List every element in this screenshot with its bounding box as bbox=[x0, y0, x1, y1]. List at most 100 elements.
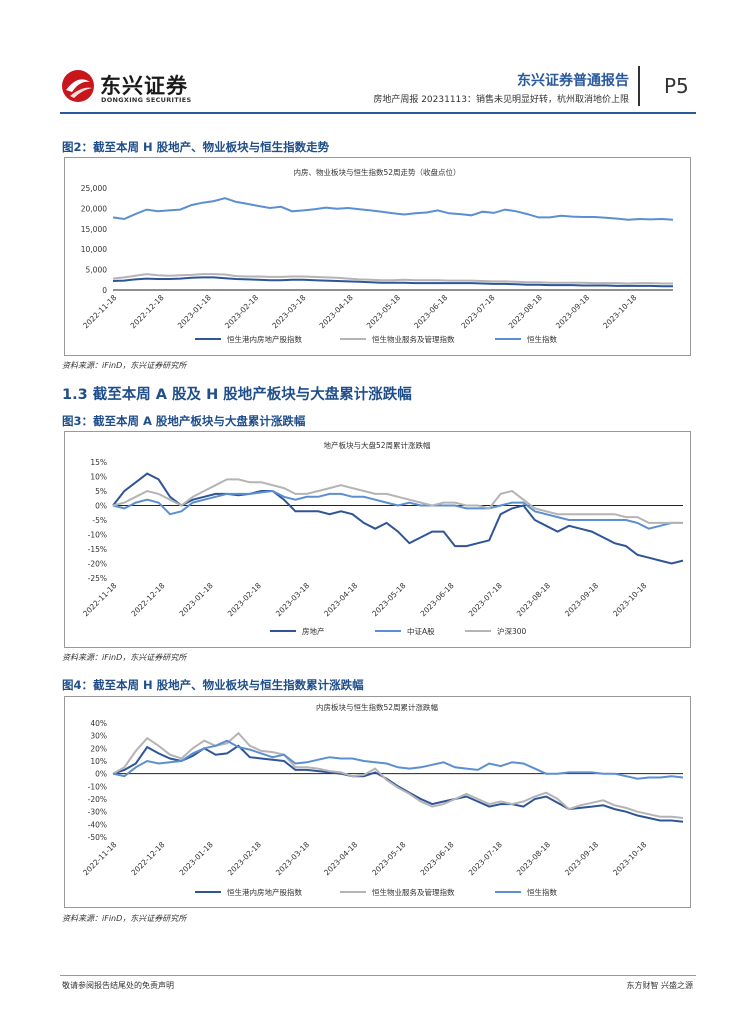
y-tick-label: -10% bbox=[88, 531, 107, 540]
figure4-caption: 图4：截至本周 H 股地产、物业板块与恒生指数累计涨跌幅 bbox=[62, 678, 364, 692]
figure4-source: 资料来源：iFinD，东兴证券研究所 bbox=[62, 914, 187, 923]
x-tick-label: 2023-09-18 bbox=[554, 293, 591, 330]
x-tick-label: 2023-05-18 bbox=[370, 840, 407, 877]
y-tick-label: 5% bbox=[95, 487, 107, 496]
x-tick-label: 2023-02-18 bbox=[226, 840, 263, 877]
figure3-svg: 地产板块与大盘52周累计涨跌幅 -25% -20% -15% -10% -5% 0% 5% 10… bbox=[81, 440, 684, 636]
y-tick-label: 25,000 bbox=[81, 184, 107, 193]
y-tick-label: 10,000 bbox=[81, 245, 107, 254]
figure3-caption: 图3：截至本周 A 股地产板块与大盘累计涨跌幅 bbox=[62, 414, 306, 428]
x-tick-label: 2023-09-18 bbox=[563, 840, 600, 877]
x-tick-label: 2023-05-18 bbox=[365, 293, 402, 330]
y-tick-label: 20% bbox=[90, 744, 107, 753]
y-tick-label: 0 bbox=[102, 286, 107, 295]
series-line-1 bbox=[112, 489, 683, 530]
chart-title: 内房、物业板块与恒生指数52周走势（收盘点位） bbox=[293, 167, 460, 177]
x-tick-label: 2023-07-18 bbox=[467, 840, 504, 877]
header-divider-vertical bbox=[638, 66, 640, 106]
y-tick-label: -50% bbox=[88, 833, 107, 842]
series-line-1 bbox=[112, 731, 684, 819]
footer-slogan: 东方财智 兴盛之源 bbox=[626, 981, 693, 990]
x-tick-label: 2023-01-18 bbox=[176, 293, 213, 330]
legend-label: 恒生物业服务及管理指数 bbox=[372, 334, 455, 344]
y-tick-label: 15,000 bbox=[81, 225, 107, 234]
figure2-caption: 图2：截至本周 H 股地产、物业板块与恒生指数走势 bbox=[62, 140, 330, 154]
figure3-source: 资料来源：iFinD，东兴证券研究所 bbox=[62, 653, 187, 662]
x-tick-label: 2023-01-18 bbox=[178, 840, 215, 877]
series-line-0 bbox=[112, 744, 684, 823]
x-tick-label: 2023-04-18 bbox=[322, 581, 359, 618]
y-tick-label: -10% bbox=[88, 782, 107, 791]
legend-label: 房地产 bbox=[302, 626, 325, 636]
x-tick-label: 2022-12-18 bbox=[128, 293, 165, 330]
series-line-0 bbox=[112, 472, 684, 565]
x-tick-label: 2022-11-18 bbox=[81, 293, 118, 330]
legend-label: 恒生指数 bbox=[527, 334, 557, 344]
x-tick-label: 2023-07-18 bbox=[459, 293, 496, 330]
y-tick-label: -5% bbox=[92, 516, 107, 525]
y-tick-label: 40% bbox=[90, 719, 107, 728]
header: 东兴证券 DONGXING SECURITIES 东兴证券普通报告 房地产周报 … bbox=[0, 0, 755, 120]
x-tick-label: 2022-11-18 bbox=[81, 581, 118, 618]
x-tick-label: 2023-03-18 bbox=[270, 293, 307, 330]
y-tick-label: 5,000 bbox=[86, 266, 108, 275]
y-tick-label: 20,000 bbox=[81, 204, 107, 213]
series-line-2 bbox=[112, 739, 684, 780]
legend-label: 沪深300 bbox=[497, 626, 527, 636]
chart-title: 内房板块与恒生指数52周累计涨跌幅 bbox=[316, 702, 439, 712]
x-tick-label: 2023-07-18 bbox=[467, 581, 504, 618]
x-tick-label: 2022-12-18 bbox=[129, 840, 166, 877]
x-tick-label: 2023-10-18 bbox=[611, 840, 648, 877]
x-tick-label: 2023-06-18 bbox=[418, 581, 455, 618]
logo-cn: 东兴证券 bbox=[100, 74, 188, 98]
footer-disclaimer: 敬请参阅报告结尾处的免责声明 bbox=[62, 981, 174, 990]
x-tick-label: 2022-11-18 bbox=[81, 840, 118, 877]
series-line-0 bbox=[112, 276, 673, 288]
series-line-2 bbox=[112, 478, 683, 524]
y-tick-label: 10% bbox=[90, 473, 107, 482]
series-line-1 bbox=[112, 273, 673, 285]
legend-label: 中证A股 bbox=[407, 626, 435, 636]
figure2-source: 资料来源：iFinD，东兴证券研究所 bbox=[62, 361, 187, 370]
y-tick-label: 10% bbox=[90, 757, 107, 766]
series-line-2 bbox=[112, 197, 674, 221]
x-tick-label: 2023-10-18 bbox=[611, 581, 648, 618]
x-tick-label: 2023-10-18 bbox=[601, 293, 638, 330]
y-tick-label: 30% bbox=[90, 732, 107, 741]
y-tick-label: 0% bbox=[95, 502, 107, 511]
x-tick-label: 2023-09-18 bbox=[563, 581, 600, 618]
x-tick-label: 2023-08-18 bbox=[507, 293, 544, 330]
x-tick-label: 2023-08-18 bbox=[515, 840, 552, 877]
logo-en: DONGXING SECURITIES bbox=[101, 96, 192, 104]
figure4-svg: 内房板块与恒生指数52周累计涨跌幅 -50% -40% -30% -20% -10% 0% 1… bbox=[81, 702, 684, 897]
legend-label: 恒生港内房地产股指数 bbox=[227, 334, 302, 344]
x-tick-label: 2023-06-18 bbox=[418, 840, 455, 877]
legend-label: 恒生物业服务及管理指数 bbox=[372, 887, 455, 897]
y-tick-label: -30% bbox=[88, 808, 107, 817]
y-tick-label: -20% bbox=[88, 560, 107, 569]
header-rule bbox=[60, 112, 696, 114]
y-tick-label: 0% bbox=[95, 770, 107, 779]
y-tick-label: -25% bbox=[88, 574, 107, 583]
x-tick-label: 2023-04-18 bbox=[318, 293, 355, 330]
y-tick-label: -15% bbox=[88, 545, 107, 554]
y-tick-label: -20% bbox=[88, 795, 107, 804]
y-tick-label: 15% bbox=[90, 458, 107, 467]
x-tick-label: 2022-12-18 bbox=[129, 581, 166, 618]
y-tick-label: -40% bbox=[88, 820, 107, 829]
report-title: 东兴证券普通报告 bbox=[517, 73, 629, 89]
x-tick-label: 2023-03-18 bbox=[274, 581, 311, 618]
x-tick-label: 2023-04-18 bbox=[322, 840, 359, 877]
figure4-chart: 内房板块与恒生指数52周累计涨跌幅 -50% -40% -30% -20% -10% 0% 1… bbox=[64, 696, 691, 908]
figure2-chart: 内房、物业板块与恒生指数52周走势（收盘点位） 0 5,000 10,000 15,00… bbox=[64, 157, 691, 356]
figure2-svg: 内房、物业板块与恒生指数52周走势（收盘点位） 0 5,000 10,000 15,00… bbox=[81, 167, 674, 344]
section-title: 1.3 截至本周 A 股及 H 股地产板块与大盘累计涨跌幅 bbox=[62, 387, 412, 403]
dongxing-emblem-icon bbox=[62, 70, 94, 102]
chart-title: 地产板块与大盘52周累计涨跌幅 bbox=[323, 440, 431, 450]
legend-label: 恒生港内房地产股指数 bbox=[227, 887, 302, 897]
x-tick-label: 2023-08-18 bbox=[515, 581, 552, 618]
footer-rule bbox=[60, 975, 696, 976]
x-tick-label: 2023-05-18 bbox=[370, 581, 407, 618]
x-tick-label: 2023-01-18 bbox=[178, 581, 215, 618]
x-tick-label: 2023-03-18 bbox=[274, 840, 311, 877]
